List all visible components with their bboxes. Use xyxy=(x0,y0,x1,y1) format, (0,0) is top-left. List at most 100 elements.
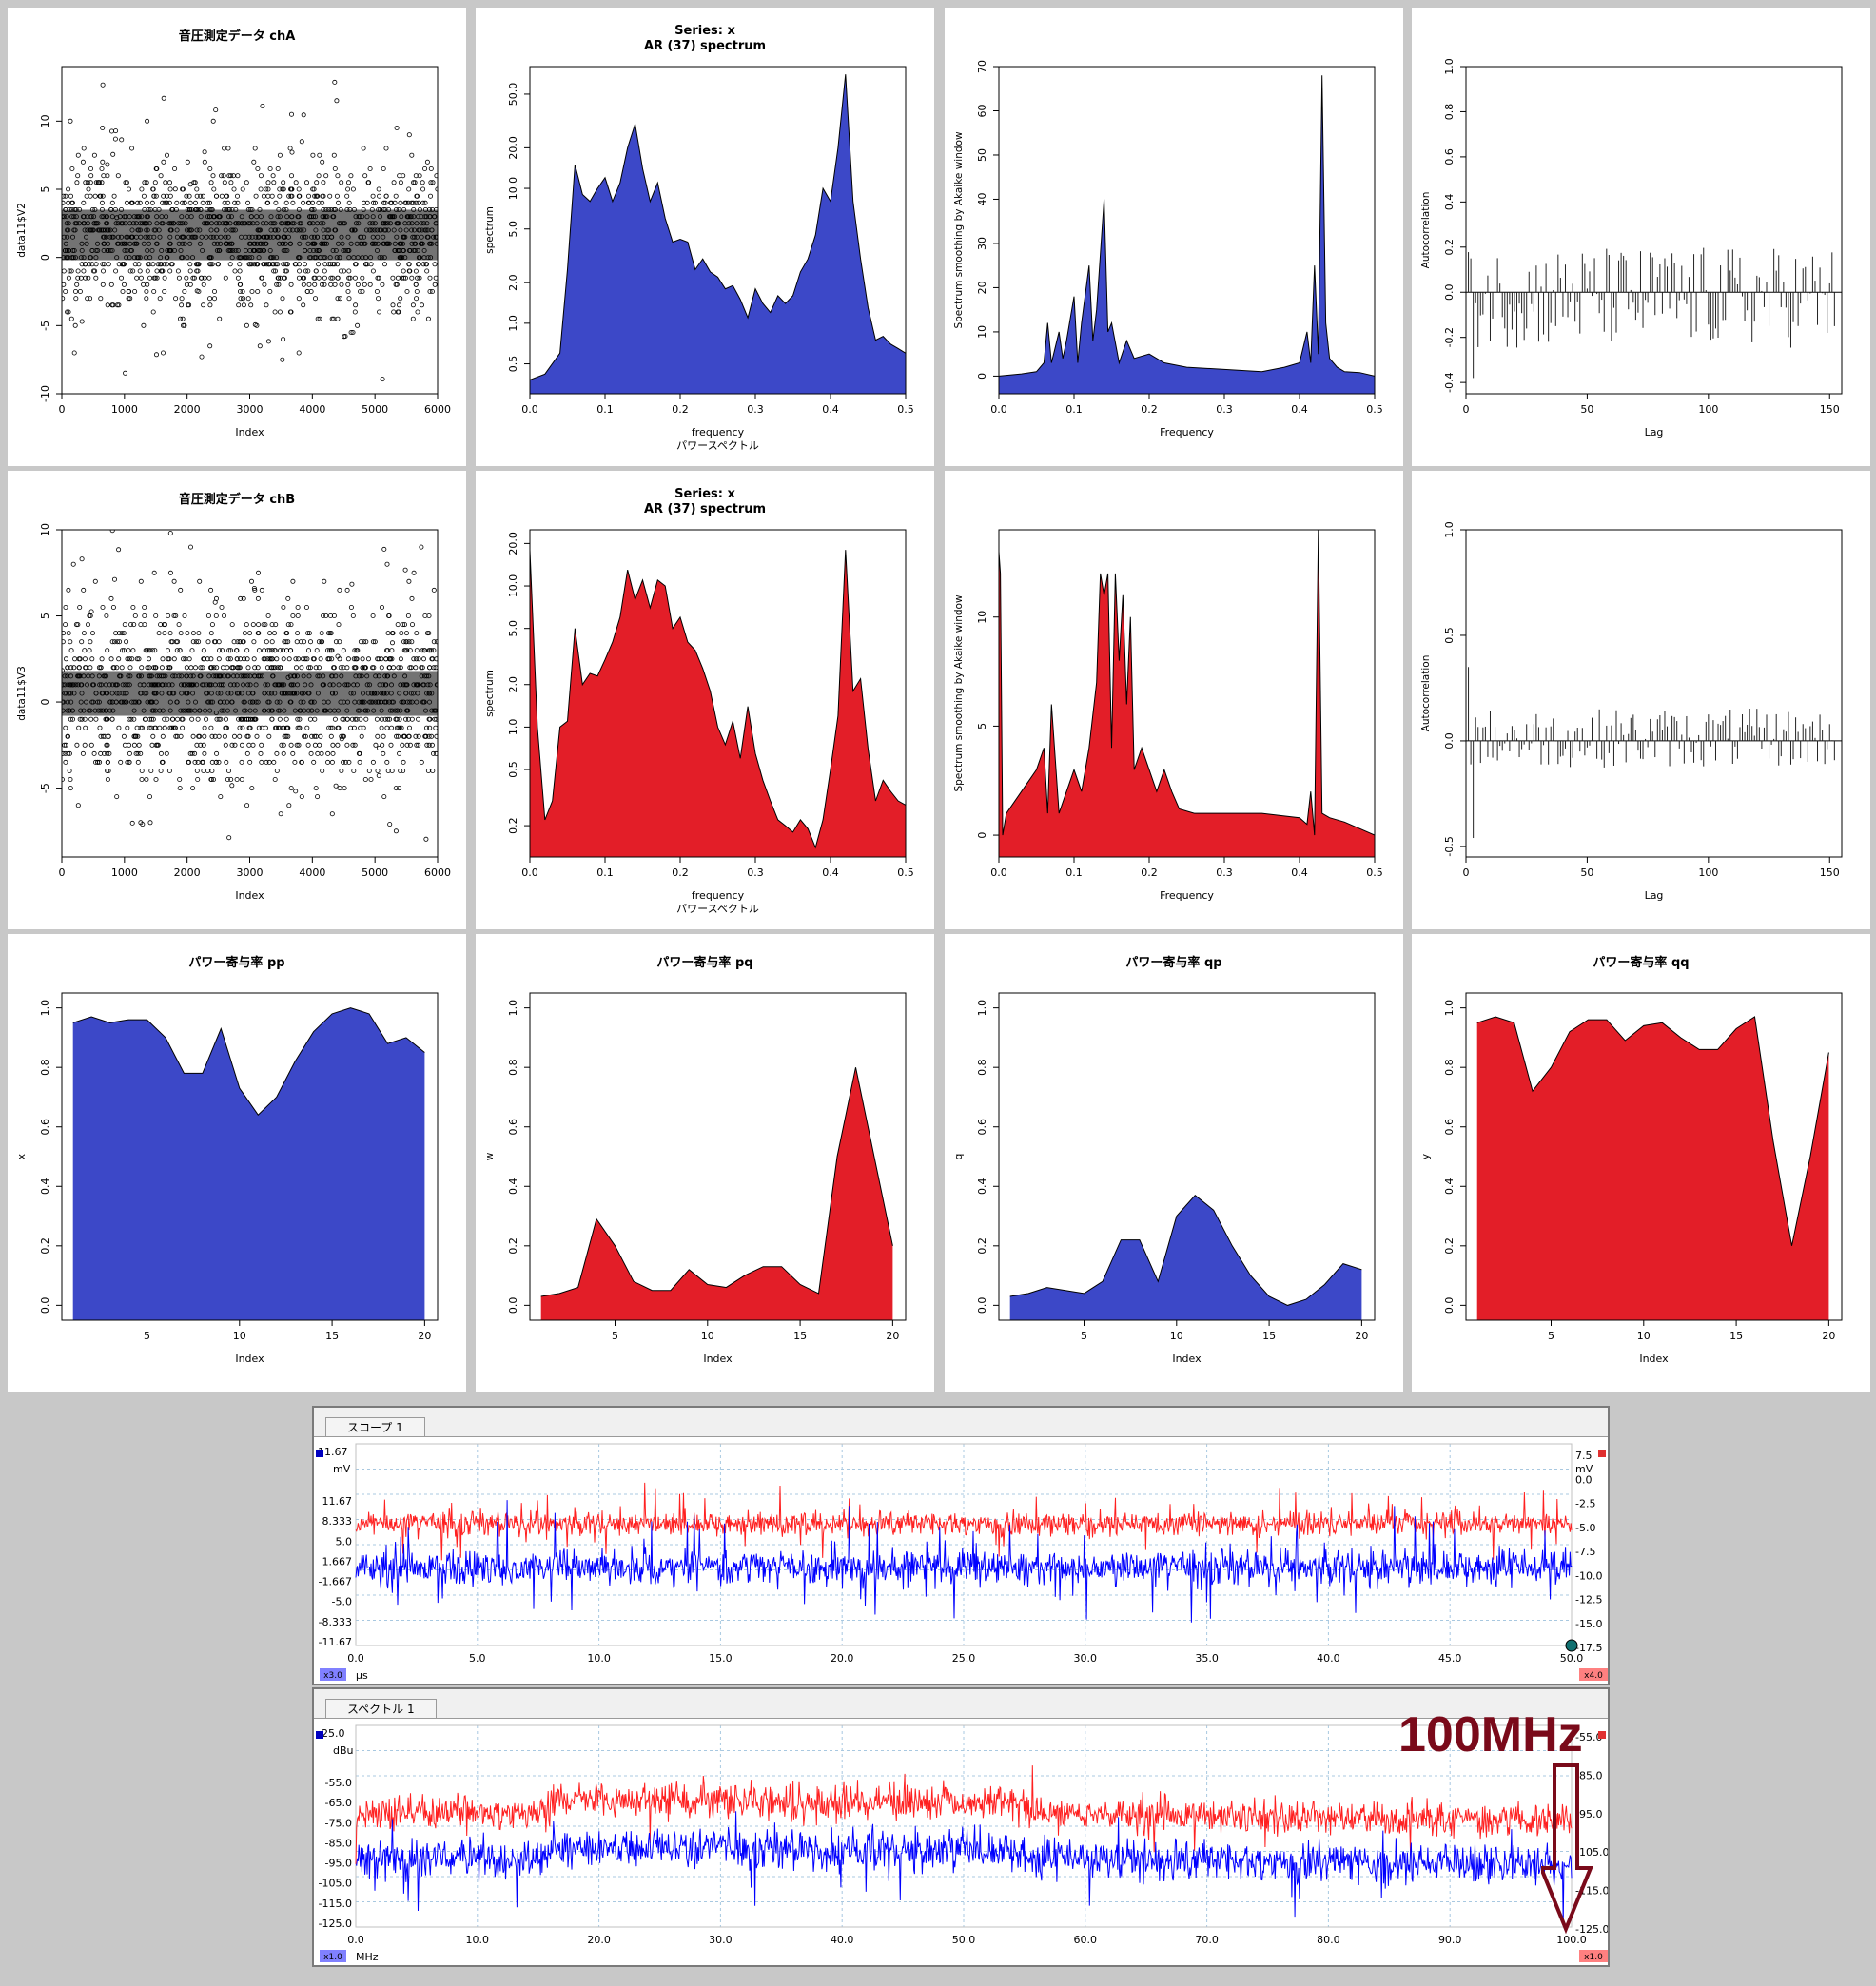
scatter-point xyxy=(279,742,284,748)
scatter-point xyxy=(219,193,225,199)
scatter-point xyxy=(303,604,309,610)
scatter-point xyxy=(344,587,350,593)
scatter-point xyxy=(147,262,152,267)
scatter-point xyxy=(166,200,172,205)
scatter-point xyxy=(208,776,214,782)
scatter-point xyxy=(75,275,81,281)
scatter-point xyxy=(322,282,327,287)
tab-spectrum-1[interactable]: スペクトル 1 xyxy=(325,1699,437,1719)
scatter-point xyxy=(69,166,75,171)
scatter-point xyxy=(394,733,400,739)
scatter-point xyxy=(261,193,266,199)
scatter-point xyxy=(375,768,381,773)
scatter-point xyxy=(128,622,134,628)
scatter-point xyxy=(187,282,193,287)
scatter-point xyxy=(66,587,71,593)
scatter-point xyxy=(207,343,213,349)
y-tick-label: 5.0 xyxy=(507,221,519,238)
right-tick-label: -85.0 xyxy=(1575,1769,1602,1782)
left-tick-label: -85.0 xyxy=(325,1837,352,1849)
scatter-point xyxy=(301,282,306,287)
scatter-point xyxy=(359,733,364,739)
scatter-point xyxy=(151,288,157,294)
scatter-point xyxy=(105,648,110,653)
scatter-point xyxy=(364,200,370,205)
scatter-point xyxy=(402,648,408,653)
scatter-point xyxy=(396,725,401,730)
scatter-point xyxy=(129,200,135,205)
scatter-point xyxy=(105,750,110,756)
scatter-point xyxy=(255,262,261,267)
scatter-point xyxy=(79,639,85,645)
scatter-point xyxy=(229,622,235,628)
area-fill xyxy=(530,74,906,394)
scatter-point xyxy=(63,725,68,730)
x-tick-label: 0.4 xyxy=(822,403,839,416)
scatter-point xyxy=(64,656,69,662)
scatter-point xyxy=(129,656,135,662)
scatter-point xyxy=(100,604,106,610)
scatter-point xyxy=(225,665,230,671)
scatter-point xyxy=(314,180,320,185)
scatter-point xyxy=(72,322,78,328)
scatter-point xyxy=(88,639,93,645)
scatter-point xyxy=(132,613,138,618)
scatter-point xyxy=(431,648,437,653)
scatter-point xyxy=(68,316,74,321)
scatter-point xyxy=(227,656,233,662)
x-tick-label: 0.4 xyxy=(1291,866,1308,879)
scatter-point xyxy=(136,656,142,662)
right-tick-label: -12.5 xyxy=(1575,1594,1602,1606)
scatter-point xyxy=(321,613,326,618)
scatter-point xyxy=(282,275,287,281)
scatter-point xyxy=(344,742,350,748)
scatter-point xyxy=(62,200,66,205)
scatter-point xyxy=(129,146,135,151)
y-tick-label: 0.6 xyxy=(1443,148,1456,166)
scatter-point xyxy=(319,631,324,636)
scatter-point xyxy=(158,173,164,179)
scatter-point xyxy=(333,639,339,645)
scatter-point xyxy=(88,742,94,748)
scatter-point xyxy=(320,159,325,165)
scatter-point xyxy=(153,665,159,671)
scatter-point xyxy=(112,576,118,582)
scatter-point xyxy=(205,200,211,205)
scatter-point xyxy=(250,742,256,748)
scatter-point xyxy=(304,725,310,730)
scatter-point xyxy=(164,152,169,158)
scatter-point xyxy=(162,288,167,294)
scatter-point xyxy=(365,656,371,662)
plot-frame xyxy=(529,529,907,858)
y-tick-label: 5.0 xyxy=(507,620,519,637)
scatter-point xyxy=(395,262,401,267)
tab-scope-1[interactable]: スコープ 1 xyxy=(325,1417,425,1437)
scatter-point xyxy=(294,639,300,645)
scatter-point xyxy=(208,725,214,730)
scatter-point xyxy=(62,282,67,287)
scatter-point xyxy=(427,288,433,294)
scatter-point xyxy=(350,329,356,335)
scatter-point xyxy=(187,268,193,274)
scatter-point xyxy=(208,587,214,593)
scatter-point xyxy=(130,268,136,274)
scatter-point xyxy=(275,262,281,267)
scatter-point xyxy=(280,296,285,302)
scatter-point xyxy=(424,268,430,274)
plot-data xyxy=(1009,1195,1362,1320)
chart-subtitle: AR (37) spectrum xyxy=(644,39,766,53)
y-tick-label: 0.8 xyxy=(507,1059,519,1076)
scatter-point xyxy=(305,200,311,205)
scatter-point xyxy=(113,268,119,274)
left-tick-label: -11.67 xyxy=(319,1636,352,1648)
scatter-point xyxy=(432,282,438,287)
scatter-point xyxy=(307,639,313,645)
series-line xyxy=(1009,1195,1362,1306)
scatter-point xyxy=(221,173,226,179)
scatter-point xyxy=(119,275,125,281)
scatter-point xyxy=(72,656,78,662)
scatter-point xyxy=(244,180,249,185)
scatter-point xyxy=(277,716,283,722)
scatter-point xyxy=(162,275,167,281)
